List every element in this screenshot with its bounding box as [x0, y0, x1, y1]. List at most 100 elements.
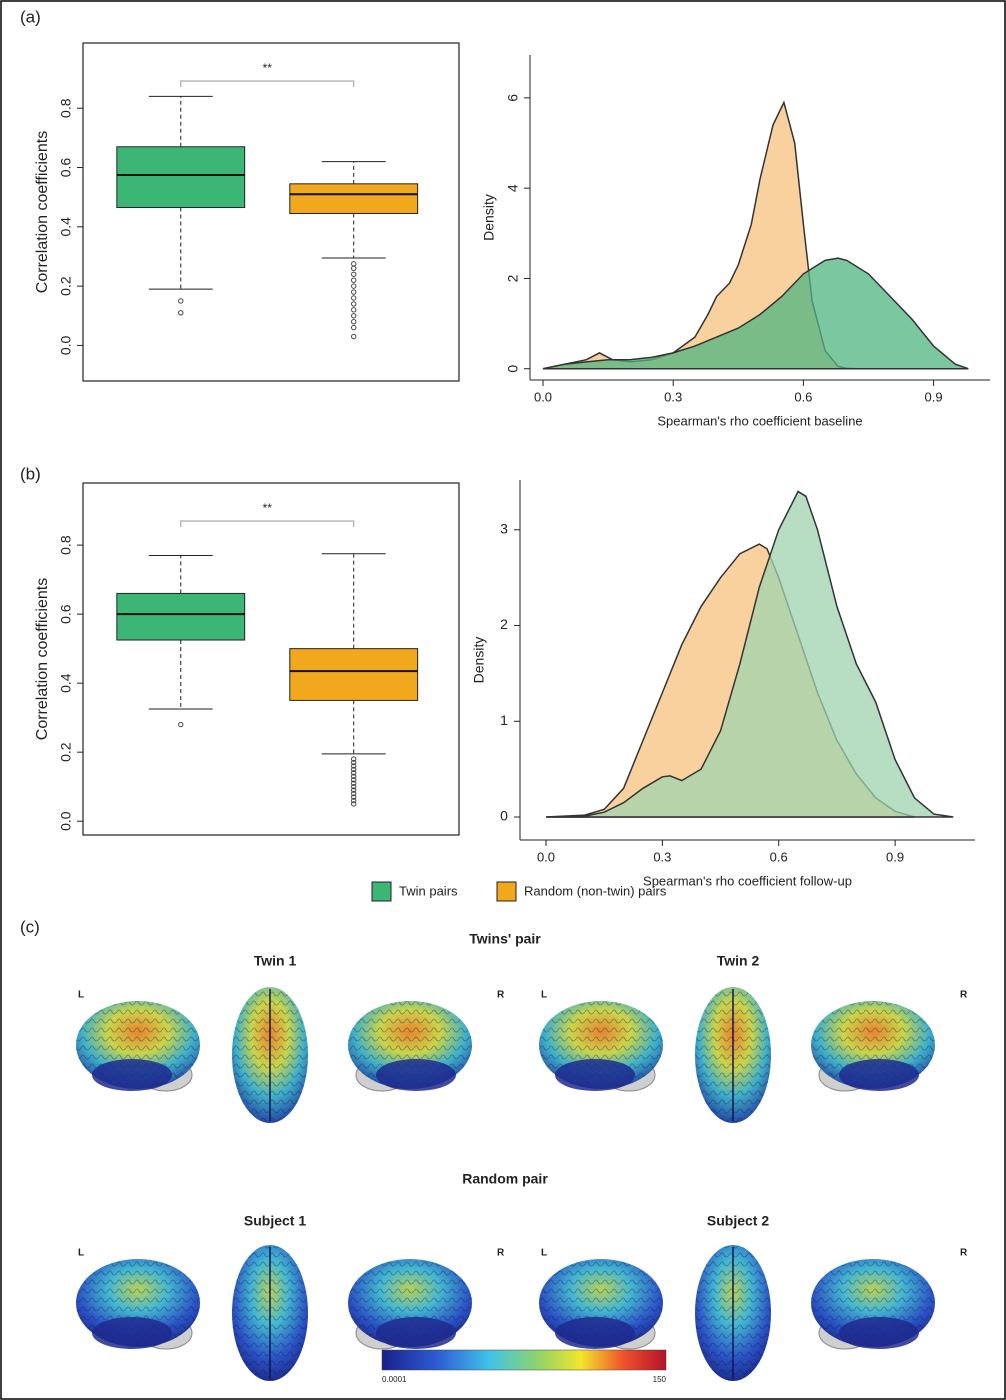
x-tick-label: 0.9	[886, 849, 904, 864]
hemisphere-label: R	[497, 1248, 505, 1259]
significance-label: **	[263, 61, 273, 75]
outlier	[351, 759, 357, 766]
y-tick-label: 0.4	[58, 673, 74, 693]
outlier	[351, 289, 357, 295]
y-tick-label: 2	[500, 616, 508, 632]
hemisphere-label: R	[960, 1248, 968, 1259]
colorbar-min: 0.0001	[382, 1375, 407, 1384]
panel-label: (a)	[20, 7, 41, 26]
temporal-lobe	[839, 1059, 919, 1091]
plot-frame	[82, 482, 460, 836]
outlier	[351, 261, 357, 267]
group-title: Random pair	[462, 1171, 548, 1187]
subject-title: Subject 1	[244, 1213, 306, 1229]
hemisphere-label: R	[960, 990, 968, 1001]
hemisphere-label: L	[541, 990, 547, 1001]
outlier	[351, 777, 357, 783]
y-tick-label: 6	[505, 94, 521, 102]
box	[289, 648, 419, 701]
y-tick-label: 4	[505, 184, 521, 192]
y-tick-label: 0.0	[58, 811, 74, 831]
temporal-lobe	[839, 1317, 919, 1349]
y-tick-label: 0.6	[58, 604, 74, 624]
outlier	[351, 763, 357, 769]
x-tick-label: 0.0	[537, 849, 555, 864]
temporal-lobe	[555, 1059, 635, 1091]
outlier	[351, 313, 357, 319]
outlier	[351, 301, 357, 307]
outlier	[351, 801, 357, 807]
legend-label: Random (non-twin) pairs	[524, 883, 667, 898]
outlier	[351, 324, 357, 331]
plot-frame	[82, 42, 460, 382]
y-tick-label: 3	[500, 520, 508, 536]
outlier	[351, 794, 357, 800]
outlier	[351, 283, 357, 289]
y-axis-label: Correlation coefficients	[34, 131, 51, 293]
significance-label: **	[263, 501, 273, 515]
subject-title: Twin 2	[717, 953, 760, 969]
legend-swatch	[496, 881, 517, 902]
hemisphere-label: R	[497, 990, 505, 1001]
x-axis-label: Spearman's rho coefficient baseline	[657, 413, 862, 428]
x-tick-label: 0.9	[925, 389, 943, 404]
outlier	[178, 310, 184, 316]
colorbar-max: 150	[653, 1375, 667, 1384]
x-tick-label: 0.0	[534, 389, 552, 404]
subject-title: Subject 2	[707, 1213, 769, 1229]
y-tick-label: 0.2	[58, 276, 74, 296]
temporal-lobe	[92, 1317, 172, 1349]
temporal-lobe	[555, 1317, 635, 1349]
y-tick-label: 0.8	[58, 535, 74, 555]
outlier	[351, 773, 357, 780]
panel-label: (c)	[20, 917, 40, 936]
x-tick-label: 0.3	[653, 849, 671, 864]
y-tick-label: 0	[505, 365, 521, 373]
y-axis-label: Density	[481, 194, 497, 241]
outlier	[351, 277, 357, 283]
significance-bracket	[180, 520, 355, 527]
group-title: Twins' pair	[469, 931, 541, 947]
outlier	[351, 766, 357, 773]
outlier	[351, 319, 357, 325]
box	[116, 592, 246, 641]
box	[116, 146, 246, 209]
outlier	[351, 780, 357, 786]
x-tick-label: 0.3	[664, 389, 682, 404]
outlier	[351, 265, 357, 272]
outlier	[351, 787, 357, 793]
y-tick-label: 1	[500, 712, 508, 728]
y-tick-label: 0.0	[58, 335, 74, 355]
subject-title: Twin 1	[254, 953, 297, 969]
outlier	[351, 783, 357, 790]
x-tick-label: 0.6	[770, 849, 788, 864]
density-area	[545, 490, 954, 818]
y-tick-label: 0.4	[58, 217, 74, 237]
outlier	[351, 770, 357, 776]
outlier	[351, 271, 357, 277]
y-tick-label: 0.8	[58, 98, 74, 118]
outlier	[351, 790, 357, 797]
hemisphere-label: L	[541, 1248, 547, 1259]
outlier	[351, 307, 357, 313]
temporal-lobe	[376, 1059, 456, 1091]
y-tick-label: 0	[500, 808, 508, 824]
y-tick-label: 0.6	[58, 158, 74, 178]
hemisphere-label: L	[78, 990, 84, 1001]
outlier	[351, 756, 357, 762]
significance-bracket	[180, 80, 355, 87]
colorbar	[381, 1349, 667, 1371]
x-axis-label: Spearman's rho coefficient follow-up	[643, 873, 852, 888]
outlier	[351, 333, 357, 340]
y-tick-label: 2	[505, 274, 521, 282]
outlier	[178, 298, 184, 304]
legend-swatch	[371, 881, 392, 902]
y-axis-label: Correlation coefficients	[34, 578, 51, 740]
legend-label: Twin pairs	[399, 883, 458, 898]
hemisphere-label: L	[78, 1248, 84, 1259]
temporal-lobe	[92, 1059, 172, 1091]
density-area	[542, 257, 969, 370]
panel-label: (b)	[20, 464, 41, 483]
